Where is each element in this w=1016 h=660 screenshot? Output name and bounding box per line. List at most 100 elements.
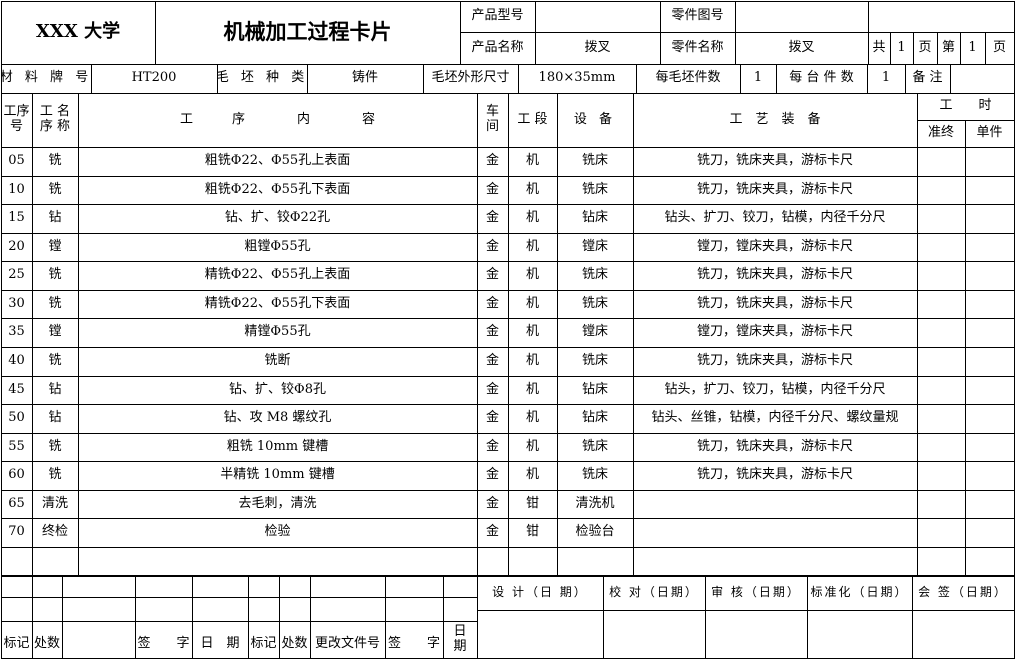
op-content: 精镗Φ55孔 [77,317,478,348]
op-section: 机 [507,232,558,262]
op-equipment: 镗床 [556,317,634,348]
op-time [916,489,966,519]
revision-cell [134,574,193,598]
empty-cell [476,546,509,577]
op-time [916,232,966,262]
op-workshop: 金 [476,346,509,377]
revision-cell [278,596,311,622]
op-name: 铣 [31,260,79,291]
op-no: 70 [0,517,33,548]
op-equipment: 铣床 [556,460,634,491]
footer-sign: 签 字 [134,620,193,659]
op-section: 机 [507,317,558,348]
op-workshop: 金 [476,517,509,548]
op-section: 机 [507,260,558,291]
product-name-label: 产品名称 [459,31,536,65]
footer-sign2: 签 字 [384,620,444,659]
footer-review-value [704,609,808,659]
footer-count: 处数 [31,620,63,659]
revision-cell [309,596,386,622]
op-time [964,517,1015,548]
op-workshop: 金 [476,232,509,262]
op-content: 粗镗Φ55孔 [77,232,478,262]
part-drawing-no-label: 零件图号 [659,0,736,33]
col-workshop: 车 间 [476,92,509,148]
op-equipment: 检验台 [556,517,634,548]
op-time [964,232,1015,262]
op-section: 钳 [507,517,558,548]
op-content: 粗铣 10mm 键槽 [77,432,478,462]
op-time [916,403,966,434]
op-equipment: 铣床 [556,432,634,462]
col-section: 工 段 [507,92,558,148]
op-workshop: 金 [476,289,509,319]
op-time [916,460,966,491]
op-content: 铣断 [77,346,478,377]
op-name: 铣 [31,432,79,462]
blank-size-label: 毛坯外形尺寸 [422,63,519,94]
footer-date2: 日 期 [442,620,478,659]
part-drawing-no-value [734,0,869,33]
op-tooling: 铣刀，铣床夹具，游标卡尺 [632,175,918,205]
op-tooling [632,489,918,519]
op-equipment: 铣床 [556,175,634,205]
revision-cell [191,596,249,622]
per-blank-value: 1 [739,63,777,94]
revision-cell [61,596,136,622]
col-equipment: 设 备 [556,92,634,148]
op-name: 镗 [31,232,79,262]
revision-cell [31,596,63,622]
revision-cell [442,596,478,622]
op-time [964,346,1015,377]
blank-cell [867,0,1015,33]
op-content: 粗铣Φ22、Φ55孔上表面 [77,146,478,177]
op-content: 钻、扩、铰Φ8孔 [77,375,478,405]
revision-cell [61,574,136,598]
col-content: 工 序 内 容 [77,92,478,148]
op-section: 钳 [507,489,558,519]
op-equipment: 铣床 [556,289,634,319]
op-time [916,375,966,405]
empty-cell [0,546,33,577]
op-workshop: 金 [476,175,509,205]
footer-review-label: 审 核（日期） [704,574,808,611]
op-time [916,260,966,291]
footer-design-label: 设 计（日 期） [476,574,604,611]
col-op-name: 工 名 序 称 [31,92,79,148]
blank-type-value: 铸件 [306,63,424,94]
op-equipment: 镗床 [556,232,634,262]
op-no: 15 [0,203,33,234]
op-no: 10 [0,175,33,205]
card-title: 机械加工过程卡片 [154,0,461,65]
per-unit-label: 每 台 件 数 [775,63,868,94]
footer-standard-value [806,609,913,659]
footer-change-doc: 更改文件号 [309,620,386,659]
blank-type-label: 毛 坯 种 类 [216,63,308,94]
revision-cell [61,620,136,659]
op-time [964,432,1015,462]
revision-cell [31,574,63,598]
op-time [964,289,1015,319]
col-prep-time: 准终 [916,119,966,148]
op-tooling: 钻头、扩刀、铰刀，钻模，内径千分尺 [632,203,918,234]
op-name: 铣 [31,460,79,491]
op-tooling: 铣刀，铣床夹具，游标卡尺 [632,432,918,462]
empty-cell [632,546,918,577]
revision-cell [134,596,193,622]
op-name: 钻 [31,403,79,434]
op-time [964,175,1015,205]
footer-date: 日 期 [191,620,249,659]
op-name: 钻 [31,375,79,405]
op-tooling: 铣刀，铣床夹具，游标卡尺 [632,346,918,377]
op-time [916,146,966,177]
op-no: 30 [0,289,33,319]
op-name: 铣 [31,289,79,319]
col-hours: 工 时 [916,92,1015,121]
op-equipment: 钻床 [556,403,634,434]
revision-cell [384,596,444,622]
revision-cell [247,574,280,598]
revision-cell [0,596,33,622]
op-time [916,289,966,319]
op-no: 40 [0,346,33,377]
